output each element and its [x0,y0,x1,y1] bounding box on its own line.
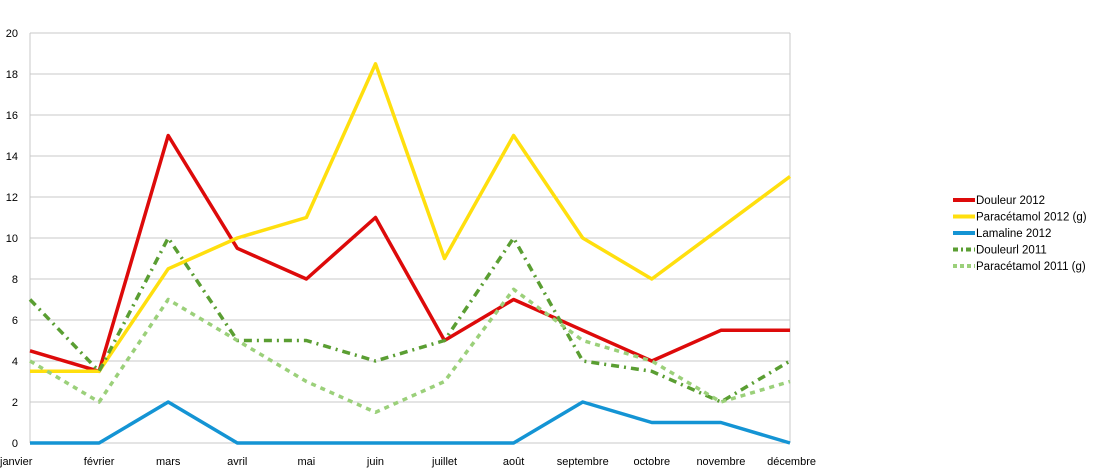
x-tick-label: mars [156,456,181,468]
y-tick-label: 6 [12,315,18,327]
series-lines [28,62,792,445]
y-tick-label: 12 [6,192,18,204]
legend-label: Lamaline 2012 [976,228,1051,240]
series-line-2 [30,62,792,374]
series-line-3 [30,400,791,445]
y-tick-label: 0 [12,438,18,450]
y-tick-label: 10 [6,233,18,245]
y-tick-label: 4 [12,356,18,368]
series-line-5 [29,287,791,415]
legend-label: Douleurl 2011 [976,245,1047,257]
legend-label: Paracétamol 2012 (g) [976,212,1087,224]
x-tick-label: avril [227,456,247,468]
x-tick-label: août [503,456,524,468]
x-tick-label: octobre [633,456,670,468]
legend-label: Paracétamol 2011 (g) [976,261,1086,273]
y-tick-label: 20 [6,28,18,40]
x-tick-label: juin [366,456,384,468]
x-tick-label: mai [297,456,315,468]
y-tick-label: 18 [6,69,18,81]
x-axis-ticks: janvier février mars avril mai juin juillet aoû… [0,456,816,468]
x-tick-label: février [84,456,115,468]
x-tick-label: juillet [431,456,457,468]
series-line-4 [28,236,791,404]
x-tick-label: septembre [557,456,609,468]
legend: Douleur 2012 Paracétamol 2012 (g) Lamaline… [953,195,1087,273]
y-axis-ticks: 0 2 4 6 8 10 12 14 16 18 20 [6,28,18,450]
x-tick-label: décembre [767,456,816,468]
x-tick-label: novembre [696,456,745,468]
y-tick-label: 2 [12,397,18,409]
series-line-1 [29,133,790,374]
y-tick-label: 8 [12,274,18,286]
x-tick-label: janvier [0,456,33,468]
legend-label: Douleur 2012 [976,195,1045,207]
y-tick-label: 14 [6,151,18,163]
y-tick-label: 16 [6,110,18,122]
